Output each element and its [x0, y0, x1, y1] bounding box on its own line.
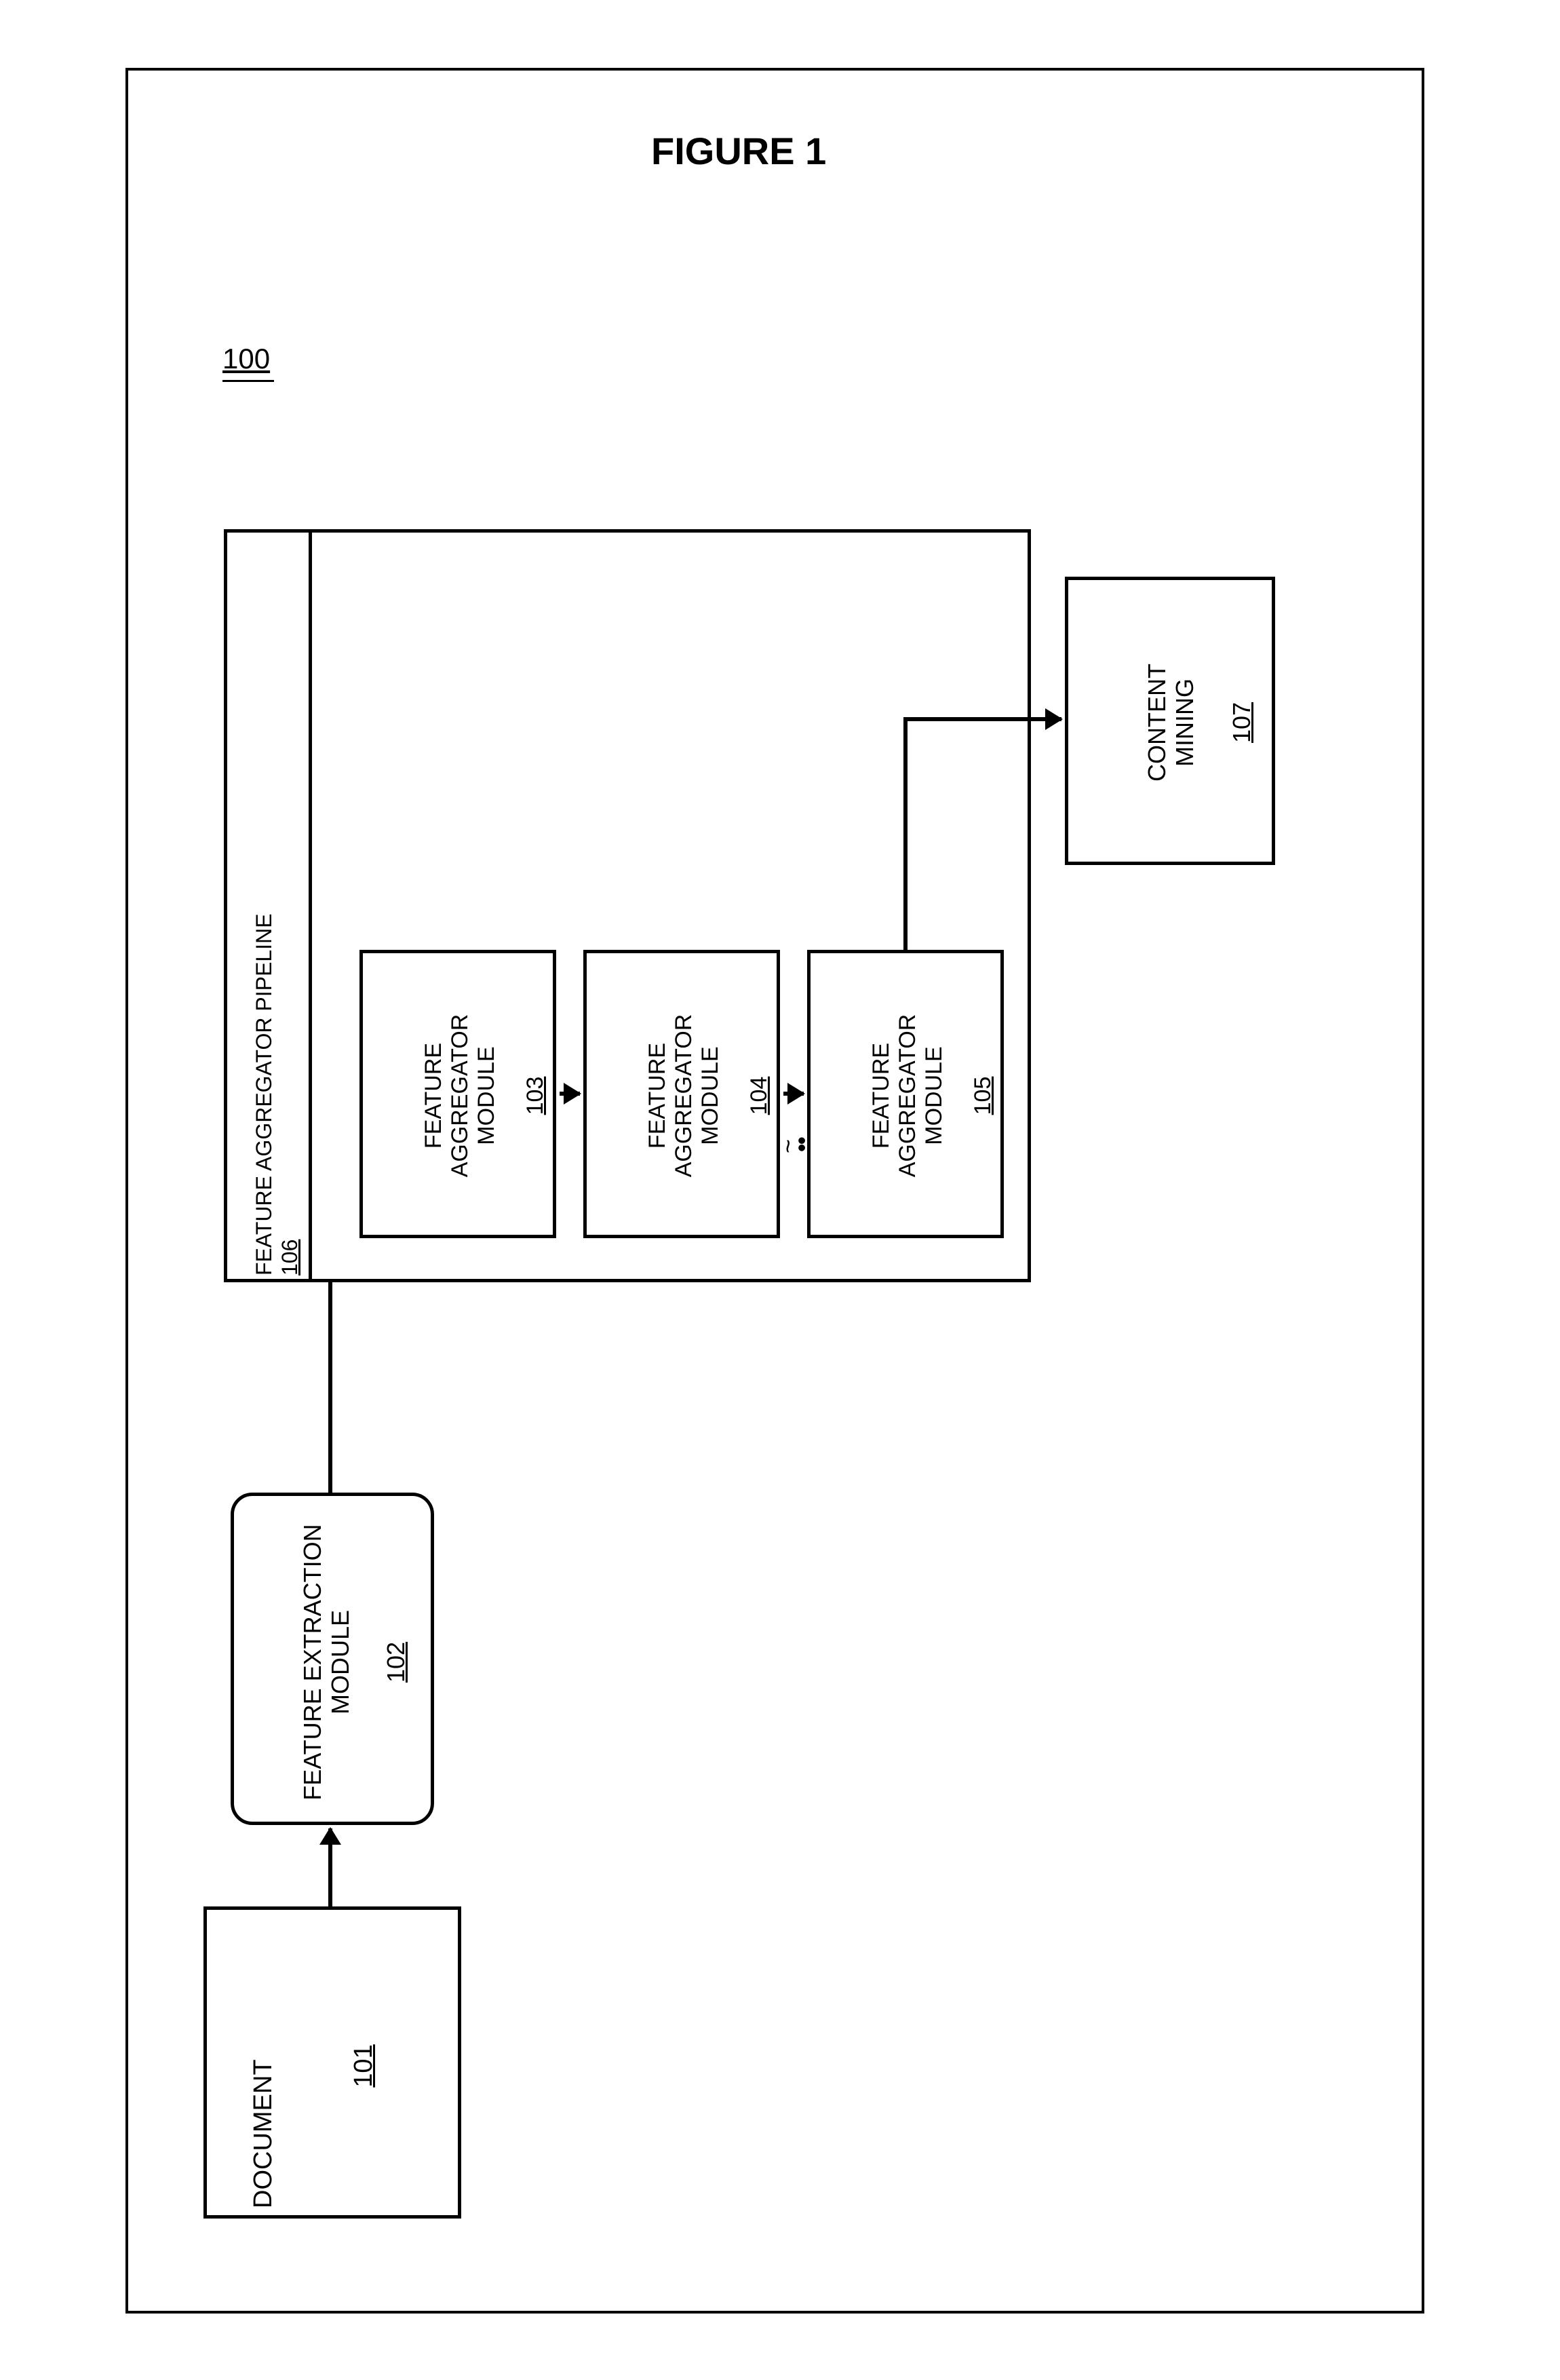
fam-104-l1: FEATURE	[644, 1043, 670, 1149]
system-ref-100: 100	[222, 343, 270, 375]
arrow-103-to-104	[560, 1092, 580, 1096]
feature-extraction-label: FEATURE EXTRACTION MODULE	[298, 1506, 355, 1818]
ellipsis-marker: ~ • •	[781, 1139, 808, 1153]
document-ref: 101	[349, 2032, 379, 2100]
fam-105-label: FEATURE AGGREGATOR MODULE	[868, 960, 948, 1231]
fam-103-l3: MODULE	[473, 1046, 499, 1145]
fam-103-l1: FEATURE	[421, 1043, 446, 1149]
content-mining-box: CONTENT MINING 107	[1065, 577, 1275, 865]
document-box: DOCUMENT 101	[203, 1906, 461, 2219]
content-mining-ref: 107	[1228, 689, 1255, 756]
content-mining-l2: MINING	[1171, 678, 1198, 767]
arrow-105-to-content-mining-h	[903, 717, 1061, 721]
arrow-doc-to-fx	[328, 1828, 332, 1906]
pipeline-title-text: FEATURE AGGREGATOR PIPELINE	[252, 914, 276, 1275]
fam-103-ref-text: 103	[522, 1077, 548, 1115]
fam-104-ref: 104	[746, 1062, 773, 1130]
pipeline-title: FEATURE AGGREGATOR PIPELINE	[252, 536, 276, 1275]
fam-105-l2: AGGREGATOR	[895, 1014, 920, 1178]
fam-103-ref: 103	[522, 1062, 549, 1130]
fam-104-box: FEATURE AGGREGATOR MODULE 104	[583, 950, 780, 1238]
fam-105-ref: 105	[970, 1062, 996, 1130]
fam-105-box: FEATURE AGGREGATOR MODULE 105	[807, 950, 1004, 1238]
feature-extraction-ref: 102	[382, 1628, 410, 1696]
document-label: DOCUMENT	[249, 1910, 279, 2208]
feature-extraction-line2: MODULE	[326, 1610, 354, 1714]
pipeline-header-line	[309, 533, 312, 1279]
fam-103-l2: AGGREGATOR	[447, 1014, 473, 1178]
fam-105-l1: FEATURE	[868, 1043, 894, 1149]
fam-105-l3: MODULE	[921, 1046, 947, 1145]
page: FIGURE 1 100 DOCUMENT 101 FEATURE EXTRAC…	[0, 0, 1560, 2380]
fam-104-label: FEATURE AGGREGATOR MODULE	[644, 960, 724, 1231]
content-mining-label: CONTENT MINING	[1143, 590, 1199, 855]
fam-105-ref-text: 105	[970, 1077, 996, 1115]
document-label-text: DOCUMENT	[249, 2059, 277, 2208]
fam-104-ref-text: 104	[746, 1077, 772, 1115]
document-ref-text: 101	[349, 2044, 378, 2087]
content-mining-ref-text: 107	[1228, 702, 1255, 743]
fam-104-l2: AGGREGATOR	[671, 1014, 697, 1178]
pipeline-title-ref: 106	[278, 536, 302, 1275]
fam-103-label: FEATURE AGGREGATOR MODULE	[421, 960, 500, 1231]
system-ref-100-underline2	[222, 380, 274, 382]
arrow-104-to-105	[783, 1092, 804, 1096]
fam-104-l3: MODULE	[697, 1046, 723, 1145]
content-mining-l1: CONTENT	[1143, 664, 1171, 782]
arrow-105-to-content-mining	[903, 719, 908, 950]
ellipsis-dots: • •	[795, 1139, 808, 1153]
figure-title: FIGURE 1	[651, 129, 826, 173]
pipeline-title-ref-text: 106	[277, 1240, 302, 1275]
feature-extraction-ref-text: 102	[382, 1642, 410, 1683]
fam-103-box: FEATURE AGGREGATOR MODULE 103	[359, 950, 556, 1238]
feature-extraction-box: FEATURE EXTRACTION MODULE 102	[231, 1493, 434, 1825]
feature-extraction-line1: FEATURE EXTRACTION	[298, 1524, 326, 1800]
